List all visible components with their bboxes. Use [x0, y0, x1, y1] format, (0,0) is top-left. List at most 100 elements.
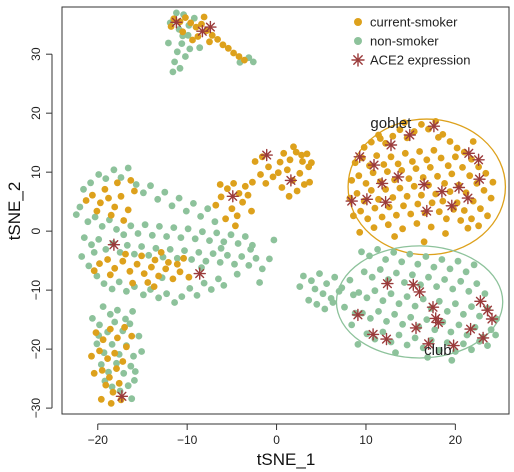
non-smoker-point — [363, 294, 371, 302]
current-smoker-point — [400, 202, 407, 210]
non-smoker-point — [403, 341, 411, 349]
non-smoker-point — [100, 280, 108, 287]
current-smoker-point — [286, 156, 294, 164]
non-smoker-point — [90, 249, 98, 256]
non-smoker-point — [190, 14, 198, 22]
ace2-expression-point — [351, 308, 365, 322]
current-smoker-point — [269, 173, 277, 181]
non-smoker-point — [108, 341, 116, 348]
legend: current-smoker non-smoker ACE2 expression — [351, 15, 470, 68]
ace2-expression-point — [260, 148, 273, 162]
non-smoker-point — [131, 368, 139, 375]
current-smoker-point — [356, 228, 364, 236]
current-smoker-point — [444, 162, 452, 170]
current-smoker-point — [480, 187, 488, 194]
non-smoker-point — [193, 292, 201, 299]
non-smoker-point — [141, 221, 149, 229]
current-smoker-point — [398, 167, 406, 174]
current-smoker-point — [425, 125, 432, 133]
current-smoker-point — [122, 250, 129, 258]
current-smoker-point — [473, 180, 481, 187]
non-smoker-point — [376, 266, 384, 273]
non-smoker-point — [460, 340, 467, 348]
non-smoker-point — [233, 270, 241, 278]
non-smoker-point — [154, 195, 162, 203]
current-smoker-point — [235, 53, 243, 60]
non-smoker-point — [430, 263, 438, 271]
ace2-expression-point — [360, 193, 374, 206]
plot-frame — [61, 6, 510, 415]
current-smoker-point — [391, 233, 398, 240]
non-smoker-point — [127, 222, 135, 230]
non-smoker-point — [88, 241, 95, 249]
non-smoker-point — [206, 237, 213, 245]
non-smoker-point — [484, 342, 491, 349]
non-smoker-point — [419, 295, 427, 303]
ace2-expression-point — [422, 337, 435, 350]
current-smoker-point — [466, 172, 474, 180]
non-smoker-point — [115, 278, 123, 286]
current-smoker-point — [265, 163, 272, 171]
current-smoker-point — [399, 225, 406, 233]
ace2-expression-point — [420, 204, 433, 218]
current-smoker-point — [441, 180, 448, 187]
non-smoker-point — [331, 273, 339, 281]
non-smoker-point — [89, 315, 96, 322]
current-smoker-point — [179, 28, 187, 36]
non-smoker-point — [355, 289, 363, 296]
current-smoker-point — [435, 134, 442, 141]
non-smoker-point — [130, 352, 137, 360]
non-smoker-point — [91, 213, 99, 221]
current-smoker-point — [128, 332, 136, 340]
current-smoker-point — [241, 182, 249, 190]
current-smoker-point — [387, 153, 395, 161]
non-smoker-point — [213, 229, 221, 237]
current-smoker-point — [123, 343, 130, 351]
non-smoker-point — [176, 64, 184, 72]
ace2-expression-point — [462, 147, 475, 160]
current-smoker-point — [416, 148, 423, 155]
current-smoker-point — [300, 181, 308, 188]
current-smoker-point — [212, 201, 220, 209]
current-smoker-point — [114, 334, 121, 342]
non-smoker-point — [102, 175, 110, 183]
ace2-expression-point — [284, 174, 298, 187]
non-smoker-point — [217, 244, 225, 252]
current-smoker-point — [111, 203, 119, 211]
non-smoker-point — [323, 280, 330, 287]
non-smoker-point — [97, 361, 105, 368]
current-smoker-point — [105, 194, 112, 202]
current-smoker-point — [121, 323, 128, 331]
non-smoker-point — [113, 226, 120, 233]
non-smoker-point — [152, 244, 160, 252]
non-smoker-point — [422, 253, 430, 260]
current-smoker-point — [298, 151, 305, 159]
current-smoker-point — [97, 199, 104, 207]
non-smoker-point — [448, 356, 456, 364]
ace2-expression-point — [107, 238, 121, 251]
current-smoker-point — [235, 190, 243, 197]
non-smoker-point — [403, 293, 411, 300]
current-smoker-point — [251, 158, 259, 165]
current-smoker-point — [469, 138, 477, 145]
y-axis: −30 −20 −10 0 10 20 30 — [29, 47, 53, 419]
current-smoker-point — [487, 194, 495, 202]
non-smoker-point — [122, 315, 129, 323]
non-smoker-point — [134, 230, 142, 237]
non-smoker-point — [95, 236, 103, 243]
non-smoker-point — [245, 262, 253, 269]
current-smoker-point — [393, 211, 400, 219]
non-smoker-point — [247, 246, 255, 253]
non-smoker-point — [313, 300, 321, 308]
legend-marker-current-smoker — [354, 18, 362, 26]
current-smoker-point — [92, 329, 100, 336]
ace2-expression-point — [473, 172, 486, 186]
non-smoker-point — [190, 200, 197, 207]
non-smoker-point — [407, 313, 415, 321]
ace2-expression-point — [353, 150, 366, 164]
current-smoker-point — [418, 191, 425, 199]
non-smoker-point — [127, 362, 135, 370]
current-smoker-point — [106, 271, 114, 279]
y-tick-label: −30 — [29, 398, 43, 419]
non-smoker-point — [446, 265, 454, 273]
